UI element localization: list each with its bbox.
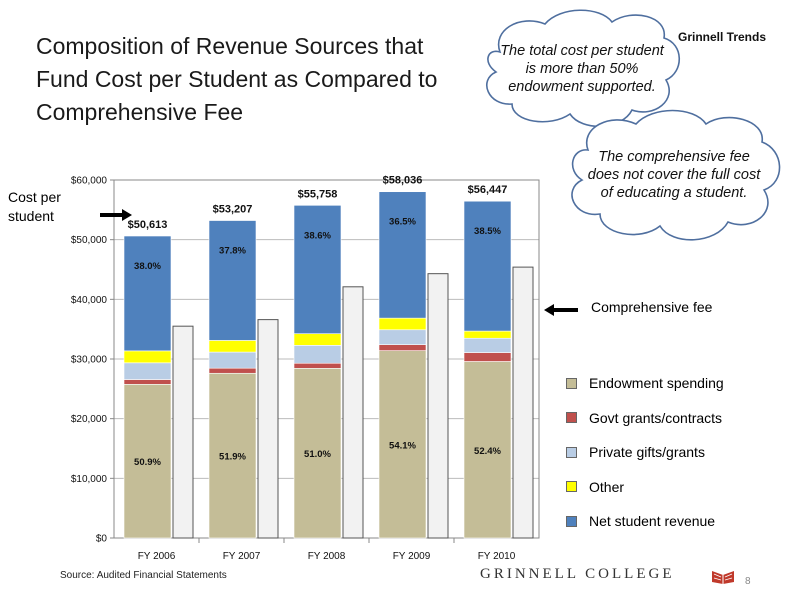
- bar-segment-other: [123, 350, 172, 364]
- bar-segment-endowment-spending: [463, 361, 512, 539]
- callout-cloud-top: [486, 9, 680, 128]
- endowment-pct-label: 51.9%: [219, 452, 246, 463]
- net-student-pct-label: 37.8%: [219, 246, 246, 257]
- bar-segment-other: [463, 330, 512, 339]
- grinnell-logo-icon: [712, 571, 734, 584]
- bar-segment-private-gifts-grants: [293, 345, 342, 364]
- comprehensive-fee-bar: [172, 325, 194, 539]
- total-cost-label: $55,758: [298, 188, 338, 200]
- bar-segment-govt-grants-contracts: [378, 344, 427, 351]
- endowment-pct-label: 52.4%: [474, 446, 501, 457]
- legend-item: Other: [566, 470, 724, 505]
- legend-label: Endowment spending: [589, 375, 724, 392]
- legend-swatch: [566, 412, 577, 424]
- legend-swatch: [566, 515, 577, 527]
- legend-item: Govt grants/contracts: [566, 401, 724, 436]
- bar-segment-private-gifts-grants: [123, 362, 172, 380]
- bar-segment-other: [293, 333, 342, 346]
- y-tick-label: $40,000: [71, 295, 108, 306]
- net-student-pct-label: 38.0%: [134, 261, 161, 272]
- bar-segment-net-student-revenue: [123, 235, 172, 352]
- brand-tag: Grinnell Trends: [678, 30, 767, 44]
- total-cost-label: $53,207: [213, 204, 253, 216]
- x-tick-label: FY 2010: [478, 551, 516, 562]
- y-tick-label: $60,000: [71, 176, 108, 187]
- endowment-pct-label: 50.9%: [134, 457, 161, 468]
- bar-segment-endowment-spending: [378, 350, 427, 539]
- bars: 50.9% 38.0% $50,613 51.9% 37.8% $53,207 51.0% 3…: [123, 175, 534, 539]
- bar-segment-govt-grants-contracts: [123, 379, 172, 385]
- y-axis: $0 $10,000 $20,000 $30,000 $40,000 $50,000 $60…: [71, 176, 114, 545]
- bar-segment-other: [378, 317, 427, 331]
- endowment-pct-label: 51.0%: [304, 449, 331, 460]
- page-title: Composition of Revenue Sources that Fund…: [36, 33, 438, 125]
- bar-segment-net-student-revenue: [463, 200, 512, 332]
- net-student-pct-label: 38.5%: [474, 226, 501, 237]
- comprehensive-arrow: [544, 304, 578, 316]
- college-name: GRINNELL COLLEGE: [480, 566, 675, 582]
- comprehensive-fee-bar: [512, 266, 534, 539]
- bar-segment-net-student-revenue: [293, 205, 342, 335]
- total-cost-label: $50,613: [128, 219, 168, 231]
- comprehensive-fee-bar: [257, 319, 279, 539]
- net-student-pct-label: 38.6%: [304, 230, 331, 241]
- cost-per-student-label: Cost per student: [8, 189, 61, 224]
- legend-label: Private gifts/grants: [589, 444, 705, 461]
- legend-item: Endowment spending: [566, 366, 724, 401]
- legend-item: Net student revenue: [566, 504, 724, 539]
- comprehensive-fee-bar: [427, 273, 449, 539]
- comprehensive-fee-bar: [342, 286, 364, 539]
- bar-segment-endowment-spending: [123, 383, 172, 539]
- legend-label: Govt grants/contracts: [589, 409, 723, 426]
- bar-segment-endowment-spending: [293, 368, 342, 539]
- comprehensive-fee-label: Comprehensive fee: [591, 299, 713, 315]
- bar-segment-net-student-revenue: [378, 191, 427, 319]
- y-tick-label: $10,000: [71, 474, 108, 485]
- bar-segment-private-gifts-grants: [463, 337, 512, 353]
- callout-cloud-bottom: [571, 109, 781, 241]
- y-tick-label: $50,000: [71, 235, 108, 246]
- bar-segment-govt-grants-contracts: [293, 362, 342, 369]
- bar-segment-govt-grants-contracts: [463, 352, 512, 362]
- bar-segment-private-gifts-grants: [378, 329, 427, 345]
- legend-swatch: [566, 446, 577, 458]
- callout-bottom-text: The comprehensive fee does not cover the…: [587, 149, 761, 201]
- cost-arrow: [100, 209, 132, 221]
- y-tick-label: $0: [96, 534, 108, 545]
- net-student-pct-label: 36.5%: [389, 217, 416, 228]
- bar-segment-net-student-revenue: [208, 220, 257, 341]
- legend-label: Other: [589, 478, 625, 495]
- legend-label: Net student revenue: [589, 513, 716, 530]
- x-tick-label: FY 2007: [223, 551, 261, 562]
- legend-swatch: [566, 481, 577, 493]
- total-cost-label: $58,036: [383, 175, 423, 187]
- x-tick-label: FY 2008: [308, 551, 346, 562]
- bar-segment-other: [208, 340, 257, 353]
- x-axis: FY 2006 FY 2007 FY 2008 FY 2009 FY 2010: [138, 538, 516, 562]
- bar-segment-private-gifts-grants: [208, 351, 257, 369]
- source-note: Source: Audited Financial Statements: [60, 570, 227, 581]
- total-cost-label: $56,447: [468, 184, 508, 196]
- bar-segment-govt-grants-contracts: [208, 367, 257, 374]
- endowment-pct-label: 54.1%: [389, 440, 416, 451]
- x-tick-label: FY 2009: [393, 551, 431, 562]
- legend-item: Private gifts/grants: [566, 435, 724, 470]
- legend-swatch: [566, 377, 577, 389]
- legend: Endowment spending Govt grants/contracts P…: [566, 366, 724, 539]
- x-tick-label: FY 2006: [138, 551, 176, 562]
- bar-segment-endowment-spending: [208, 372, 257, 539]
- page-number: 8: [745, 576, 751, 587]
- y-tick-label: $20,000: [71, 414, 108, 425]
- callout-top-text: The total cost per student is more than …: [500, 43, 664, 95]
- y-tick-label: $30,000: [71, 355, 108, 366]
